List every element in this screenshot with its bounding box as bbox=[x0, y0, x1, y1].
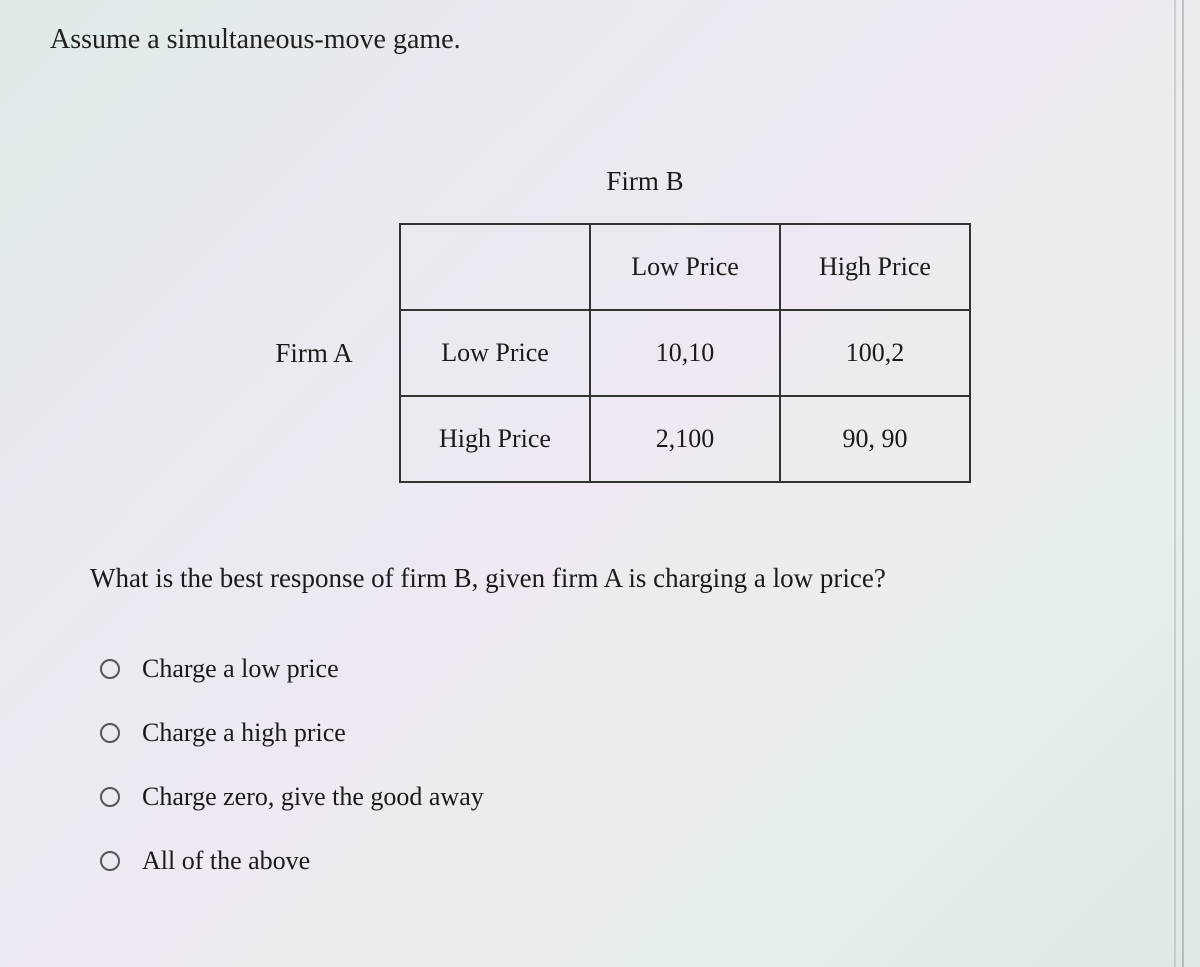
table-corner-blank bbox=[400, 224, 590, 310]
prompt-text: Assume a simultaneous-move game. bbox=[50, 24, 1150, 56]
payoff-cell: 2,100 bbox=[590, 396, 780, 482]
col-header: High Price bbox=[780, 224, 970, 310]
row-player-label: Firm A bbox=[229, 338, 399, 369]
column-player-label: Firm B bbox=[606, 166, 683, 197]
row-header: High Price bbox=[400, 396, 590, 482]
option-row[interactable]: Charge zero, give the good away bbox=[100, 782, 1150, 812]
page-edge-rule bbox=[1182, 0, 1184, 967]
col-header: Low Price bbox=[590, 224, 780, 310]
payoff-table: Low Price High Price Low Price 10,10 100… bbox=[399, 223, 971, 483]
payoff-cell: 100,2 bbox=[780, 310, 970, 396]
option-label: Charge zero, give the good away bbox=[142, 782, 484, 812]
option-row[interactable]: Charge a high price bbox=[100, 718, 1150, 748]
radio-icon[interactable] bbox=[100, 659, 120, 679]
radio-icon[interactable] bbox=[100, 787, 120, 807]
row-header: Low Price bbox=[400, 310, 590, 396]
option-label: Charge a high price bbox=[142, 718, 346, 748]
question-text: What is the best response of firm B, giv… bbox=[90, 563, 1150, 594]
payoff-matrix: Firm B Firm A Low Price High Price Low P… bbox=[50, 166, 1150, 483]
answer-options: Charge a low price Charge a high price C… bbox=[100, 654, 1150, 876]
option-label: All of the above bbox=[142, 846, 310, 876]
option-row[interactable]: All of the above bbox=[100, 846, 1150, 876]
radio-icon[interactable] bbox=[100, 723, 120, 743]
radio-icon[interactable] bbox=[100, 851, 120, 871]
payoff-cell: 10,10 bbox=[590, 310, 780, 396]
page-edge-rule bbox=[1174, 0, 1176, 967]
option-row[interactable]: Charge a low price bbox=[100, 654, 1150, 684]
option-label: Charge a low price bbox=[142, 654, 339, 684]
payoff-cell: 90, 90 bbox=[780, 396, 970, 482]
